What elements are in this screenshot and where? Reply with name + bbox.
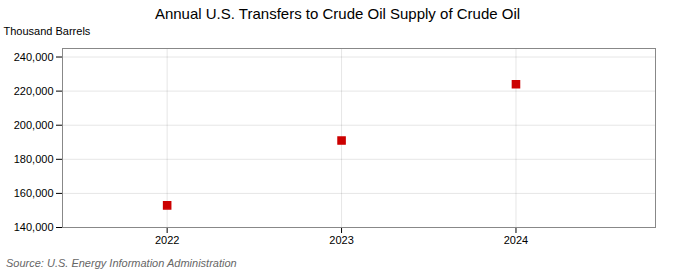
svg-text:200,000: 200,000: [14, 119, 54, 131]
svg-text:2024: 2024: [504, 234, 528, 246]
svg-text:180,000: 180,000: [14, 153, 54, 165]
html-text:Source: U.S. Energy Informatio: Source: U.S. Energy Information Administ…: [6, 257, 237, 269]
svg-text:140,000: 140,000: [14, 221, 54, 233]
svg-text:160,000: 160,000: [14, 187, 54, 199]
svg-text:Thousand Barrels: Thousand Barrels: [4, 25, 91, 37]
svg-text:2022: 2022: [155, 234, 179, 246]
html-text:Annual U.S. Transfers to Crude: Annual U.S. Transfers to Crude Oil Suppl…: [154, 5, 521, 22]
svg-text:240,000: 240,000: [14, 51, 54, 63]
svg-text:2023: 2023: [329, 234, 353, 246]
svg-text:220,000: 220,000: [14, 85, 54, 97]
